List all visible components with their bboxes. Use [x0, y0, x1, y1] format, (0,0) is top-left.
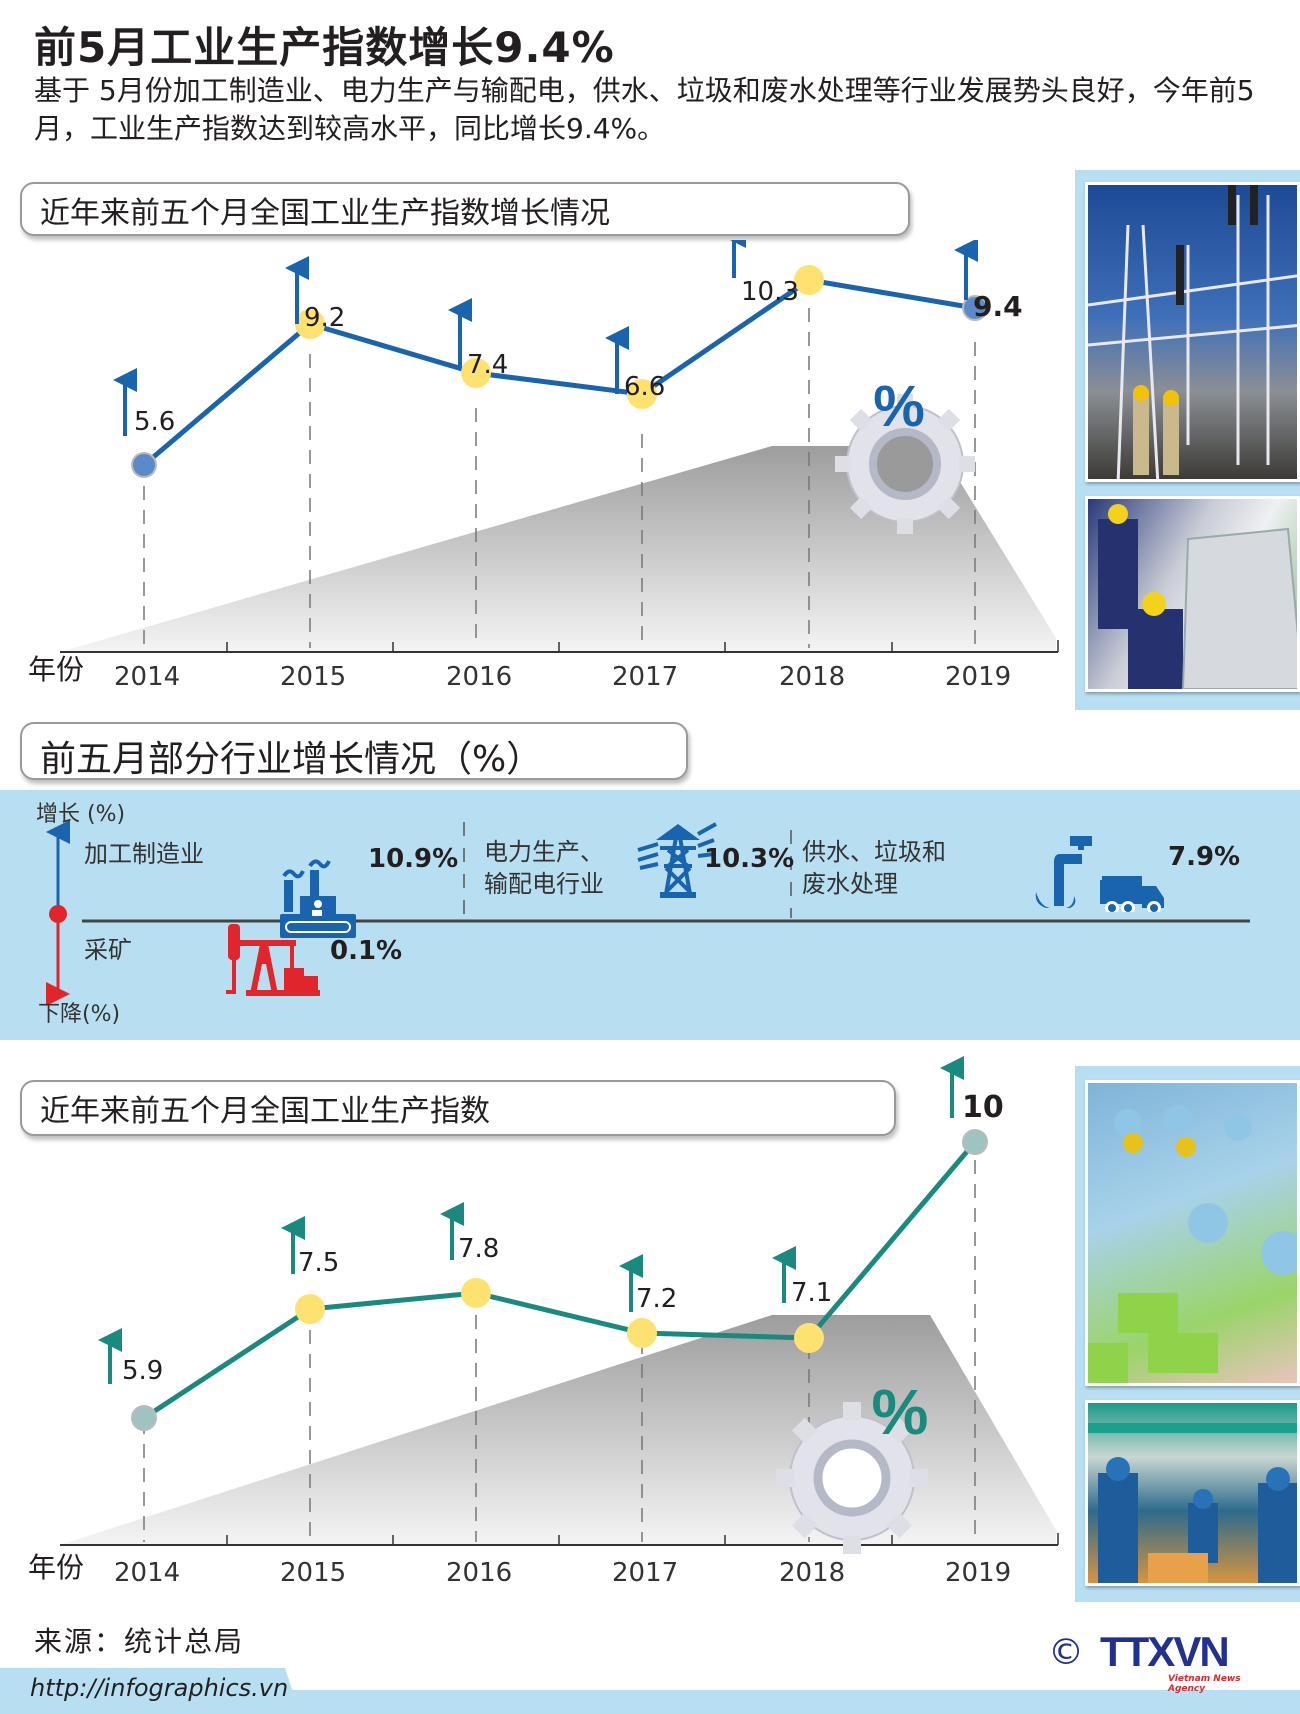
ttxvn-logo: © TTXVN Vietnam News Agency: [1048, 1628, 1268, 1694]
page-subtitle: 基于 5月份加工制造业、电力生产与输配电，供水、垃圾和废水处理等行业发展势头良好…: [34, 74, 1255, 145]
chart1-year: 2015: [280, 662, 347, 692]
up-axis-label: 增长 (%): [36, 802, 126, 827]
chart2-value-label: 7.5: [298, 1248, 340, 1278]
chart1-year: 2019: [945, 662, 1012, 692]
photo-car-assembly: [1085, 496, 1300, 692]
chart2-year: 2015: [280, 1558, 347, 1588]
gear-percent-icon: %: [776, 1376, 928, 1554]
chart1-value-label: 10.3: [741, 277, 799, 307]
chart2-title: 近年来前五个月全国工业生产指数: [40, 1094, 490, 1129]
chart2-year: 2018: [779, 1558, 846, 1588]
photo-seafood-processing: [1085, 1080, 1300, 1386]
chart1-value-label: 9.4: [973, 290, 1023, 323]
chart1-title: 近年来前五个月全国工业生产指数增长情况: [40, 196, 610, 231]
chart1-ground-shape: [60, 446, 1056, 652]
chart1-year: 2017: [612, 662, 679, 692]
chart2-year: 2014: [114, 1558, 181, 1588]
page-title: 前5月工业生产指数增长9.4%: [34, 23, 615, 72]
industry-value-manufacturing: 10.9%: [368, 844, 459, 874]
industry-value-power: 10.3%: [704, 844, 795, 874]
copyright-icon: ©: [1048, 1632, 1084, 1673]
chart2-line-chart: %: [60, 1056, 1059, 1554]
industry-title-box: 前五月部分行业增长情况（%）: [20, 722, 688, 780]
chart2-value-label: 7.2: [636, 1284, 678, 1314]
url-tab: [0, 1668, 300, 1714]
logo-subtext: Vietnam News Agency: [1168, 1674, 1241, 1694]
source-label: 来源：统计总局: [34, 1625, 245, 1658]
industry-name-manufacturing: 加工制造业: [84, 840, 204, 868]
chart2-value-label: 10: [962, 1090, 1004, 1125]
industry-axis: [46, 820, 1250, 1006]
industry-value-water: 7.9%: [1168, 842, 1241, 872]
chart1-axis-label: 年份: [28, 653, 85, 686]
svg-text:%: %: [873, 374, 925, 439]
industry-value-mining: 0.1%: [330, 936, 403, 966]
chart2-year: 2016: [446, 1558, 513, 1588]
chart1-year: 2016: [446, 662, 513, 692]
industry-panel: [0, 790, 1300, 1040]
industry-name-mining: 采矿: [84, 936, 132, 964]
chart2-year: 2017: [612, 1558, 679, 1588]
down-axis-label: 下降(%): [38, 1002, 121, 1027]
chart2-title-box: 近年来前五个月全国工业生产指数: [20, 1080, 896, 1136]
chart1-line-chart: %: [60, 240, 1059, 653]
chart1-year: 2014: [114, 662, 181, 692]
water-tap-truck-icon: [1035, 836, 1164, 912]
industry-title: 前五月部分行业增长情况（%）: [40, 739, 543, 780]
chart1-value-label: 7.4: [467, 350, 509, 380]
chart1-year: 2018: [779, 662, 846, 692]
photo-power-substation: [1085, 182, 1300, 482]
industry-name-water-line2: 废水处理: [802, 870, 898, 898]
logo-text: TTXVN: [1100, 1628, 1230, 1675]
industry-name-power-line2: 输配电行业: [484, 870, 604, 898]
industry-name-water-line1: 供水、垃圾和: [802, 838, 946, 866]
chart2-value-label: 5.9: [122, 1356, 164, 1386]
svg-text:%: %: [872, 1376, 929, 1448]
chart2-value-label: 7.1: [791, 1278, 833, 1308]
oil-pump-icon: [226, 924, 320, 996]
photo-panel-bottom: [1075, 1066, 1300, 1602]
chart1-value-label: 6.6: [624, 372, 666, 402]
chart1-title-box: 近年来前五个月全国工业生产指数增长情况: [20, 182, 910, 236]
gear-percent-icon: %: [835, 374, 975, 534]
factory-icon: [280, 859, 356, 938]
chart2-year: 2019: [945, 1558, 1012, 1588]
chart1-value-label: 5.6: [134, 407, 176, 437]
website-link[interactable]: http://infographics.vn: [30, 1674, 289, 1702]
chart2-axis-label: 年份: [28, 1551, 85, 1584]
industry-name-power-line1: 电力生产、: [484, 838, 604, 866]
chart1-value-label: 9.2: [304, 303, 346, 333]
photo-workers-sorting: [1085, 1400, 1300, 1586]
chart2-value-label: 7.8: [458, 1234, 500, 1264]
power-tower-icon: [637, 822, 717, 898]
photo-panel-top: [1075, 170, 1300, 710]
